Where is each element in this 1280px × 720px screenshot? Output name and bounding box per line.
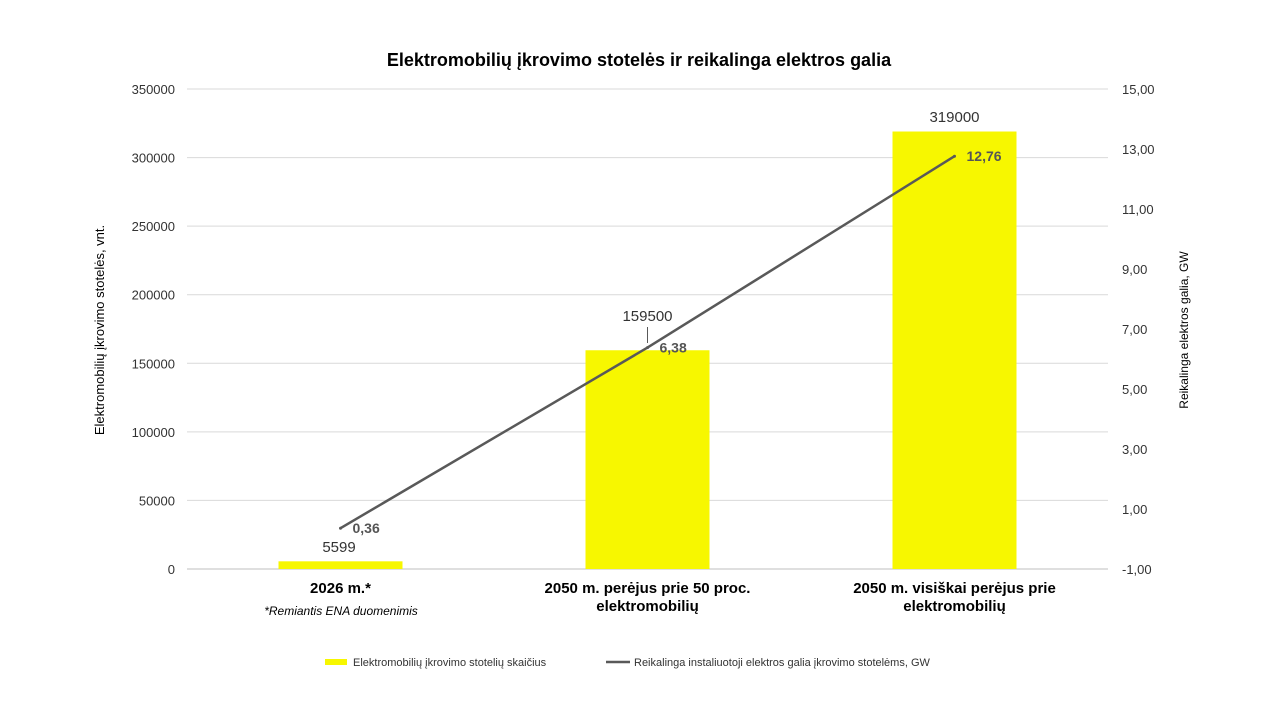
right-axis-ticks: -1,00 1,00 3,00 5,00 7,00 9,00 11,00 13,00 15,00 [1122,82,1155,577]
left-tick-label: 50000 [139,493,175,508]
right-tick-label: 9,00 [1122,262,1147,277]
left-axis-title: Elektromobilių įkrovimo stotelės, vnt. [92,225,107,435]
right-axis-title: Reikalinga elektros galia, GW [1177,251,1191,409]
left-tick-label: 300000 [132,151,175,166]
line-point [953,154,956,158]
right-tick-label: 5,00 [1122,382,1147,397]
right-tick-label: 1,00 [1122,502,1147,517]
right-tick-label: 11,00 [1122,202,1154,217]
legend: Elektromobilių įkrovimo stotelių skaičiu… [325,657,931,669]
line-value-label: 0,36 [353,520,380,536]
left-tick-label: 200000 [132,288,175,303]
left-tick-label: 150000 [132,356,175,371]
category-label: elektromobilių [596,598,699,615]
left-tick-label: 0 [168,562,175,577]
line-point [646,346,649,350]
bar-value-label: 159500 [622,308,672,325]
bar [892,131,1017,569]
category-label: 2026 m.* [310,580,371,597]
line-value-label: 6,38 [660,340,687,356]
legend-label-bars: Elektromobilių įkrovimo stotelių skaičiu… [353,657,547,669]
bar [585,350,710,569]
legend-label-line: Reikalinga instaliuotoji elektros galia … [634,657,931,669]
bar [278,561,403,569]
bar-value-label: 5599 [322,539,355,556]
line-series: 0,36 6,38 12,76 [339,148,1002,536]
category-footnote: *Remiantis ENA duomenimis [264,604,418,618]
right-tick-label: 13,00 [1122,142,1155,157]
left-tick-label: 100000 [132,425,175,440]
bar-series: 5599 159500 319000 [278,109,1017,569]
category-label: 2050 m. visiškai perėjus prie [853,580,1056,597]
right-tick-label: 15,00 [1122,82,1155,97]
right-tick-label: 3,00 [1122,442,1147,457]
category-label: 2050 m. perėjus prie 50 proc. [545,580,751,597]
category-axis: 2026 m.* 2050 m. perėjus prie 50 proc.ele… [310,580,1056,615]
line-point [339,526,342,530]
chart-title: Elektromobilių įkrovimo stotelės ir reik… [387,50,892,70]
right-tick-label: -1,00 [1122,562,1152,577]
category-label: elektromobilių [903,598,1006,615]
left-tick-label: 350000 [132,82,175,97]
right-tick-label: 7,00 [1122,322,1147,337]
line-value-label: 12,76 [967,148,1002,164]
left-axis-ticks: 0 50000 100000 150000 200000 250000 300000 3500… [132,82,175,577]
legend-swatch-bars [325,659,347,665]
bar-value-label: 319000 [929,109,979,126]
left-tick-label: 250000 [132,219,175,234]
